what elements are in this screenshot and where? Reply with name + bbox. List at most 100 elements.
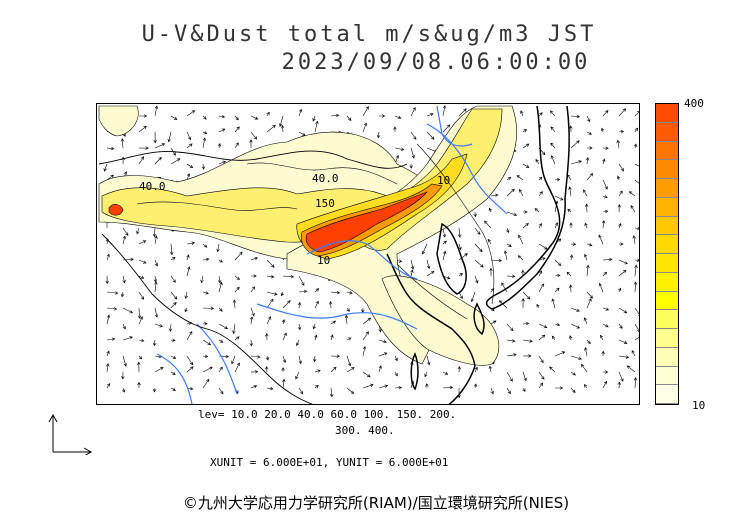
wind-arrow: [633, 281, 638, 293]
wind-arrow: [506, 323, 514, 332]
wind-arrow: [138, 316, 143, 325]
colorbar-segment: [656, 254, 678, 273]
wind-arrow: [186, 266, 191, 277]
colorbar-segment: [656, 235, 678, 254]
wind-arrow: [266, 316, 272, 325]
wind-arrow: [378, 352, 388, 357]
wind-arrow: [200, 275, 204, 284]
wind-arrow: [474, 259, 484, 268]
wind-arrow: [120, 291, 125, 298]
wind-arrow: [568, 186, 572, 197]
wind-arrow: [330, 354, 341, 358]
wind-arrow: [458, 227, 462, 238]
wind-arrow: [536, 303, 540, 309]
wind-arrow: [234, 251, 243, 261]
wind-arrow: [421, 243, 428, 255]
wind-arrow: [266, 275, 275, 279]
wind-arrow: [280, 291, 284, 297]
wind-arrow: [602, 195, 608, 199]
wind-arrow: [153, 387, 157, 393]
dust-peak: [305, 191, 428, 253]
wind-arrow: [584, 203, 589, 213]
colorbar: [655, 103, 679, 405]
wind-arrow: [122, 307, 133, 314]
wind-arrow: [538, 176, 543, 181]
wind-arrow: [521, 269, 525, 277]
wind-arrow: [470, 291, 476, 303]
wind-arrow: [570, 323, 581, 329]
contour-levels-line2: 300. 400.: [335, 424, 395, 437]
wind-arrow: [506, 339, 516, 343]
wind-arrow: [330, 366, 337, 373]
chart-title: U-V&Dust total m/s&ug/m3 JST: [141, 22, 597, 47]
river: [256, 303, 418, 330]
wind-arrow: [484, 220, 492, 229]
wind-arrow: [106, 307, 118, 311]
wind-arrow: [154, 143, 166, 149]
wind-arrow: [426, 259, 431, 270]
wind-arrow: [490, 258, 503, 263]
wind-arrow: [330, 334, 334, 341]
wind-arrow: [442, 240, 447, 245]
wind-arrow: [170, 115, 178, 120]
wind-arrow: [570, 307, 580, 312]
wind-arrow: [442, 385, 454, 390]
borders: [98, 150, 408, 404]
wind-arrow: [634, 226, 639, 230]
wind-arrow: [634, 264, 638, 277]
wind-arrow: [249, 316, 254, 325]
wind-arrow: [488, 365, 493, 373]
wind-arrow: [265, 332, 269, 341]
wind-arrow: [584, 347, 588, 357]
wind-arrow: [138, 146, 149, 150]
wind-arrow: [281, 319, 286, 325]
wind-arrow: [265, 366, 269, 373]
wind-arrow: [120, 138, 125, 149]
wind-arrow: [266, 111, 270, 117]
colorbar-segment: [656, 385, 678, 404]
wind-arrow: [586, 243, 593, 247]
wind-arrow: [314, 369, 321, 373]
wind-arrow: [618, 339, 628, 345]
wind-arrow: [378, 114, 386, 118]
contour-label: 10: [317, 254, 330, 267]
colorbar-segment: [656, 272, 678, 292]
wind-arrow: [618, 108, 627, 117]
contour-label: 150: [315, 197, 335, 210]
wind-arrow: [570, 371, 576, 376]
wind-arrow: [554, 259, 562, 266]
wind-arrow: [266, 124, 276, 133]
wind-arrow: [138, 114, 148, 118]
wind-arrow: [330, 290, 341, 295]
wind-arrow: [522, 321, 530, 326]
river: [306, 240, 418, 280]
wind-arrow: [634, 163, 639, 167]
dust-peak-west: [108, 204, 124, 216]
wind-arrow: [410, 131, 417, 140]
wind-arrow: [218, 307, 223, 312]
wind-arrow: [218, 114, 226, 119]
wind-arrow: [538, 191, 543, 197]
wind-arrow: [378, 384, 389, 389]
wind-arrow: [137, 361, 141, 373]
wind-arrow: [600, 334, 604, 341]
wind-arrow: [554, 177, 561, 182]
wind-arrow: [250, 385, 258, 389]
wind-arrow: [409, 163, 413, 169]
wind-arrow: [602, 271, 608, 277]
wind-arrow: [474, 243, 483, 253]
wind-arrow: [458, 273, 463, 277]
wind-arrow: [266, 259, 275, 268]
wind-arrow: [616, 175, 621, 181]
wind-arrow: [314, 288, 320, 293]
wind-arrow: [534, 208, 540, 213]
wind-arrow: [550, 126, 556, 133]
wind-arrow: [538, 112, 543, 117]
wind-arrow: [550, 142, 556, 149]
wind-arrow: [618, 269, 627, 277]
colorbar-segment: [656, 216, 678, 236]
wind-arrow: [631, 350, 636, 357]
wind-arrow: [362, 371, 371, 378]
wind-arrow: [570, 114, 581, 119]
wind-arrow: [296, 339, 300, 347]
